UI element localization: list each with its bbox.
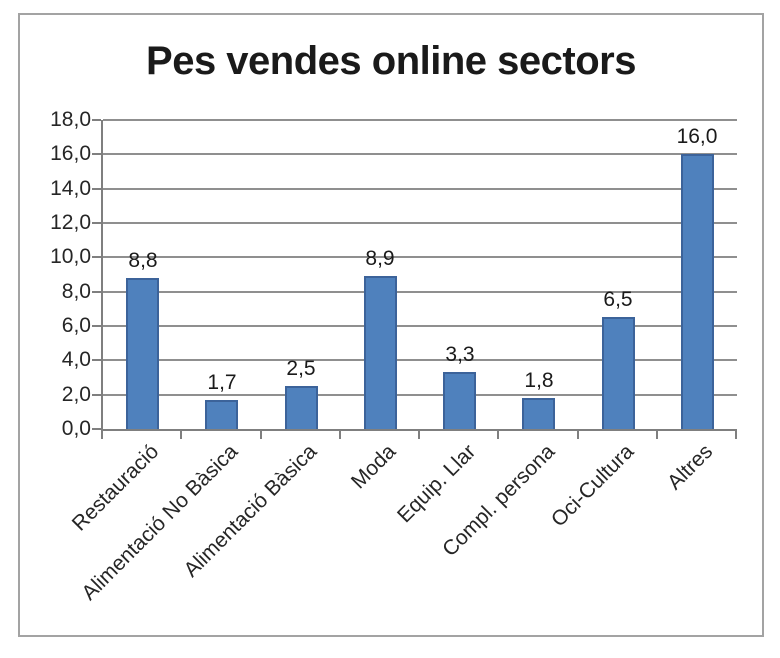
bar (364, 276, 397, 429)
y-tick (92, 187, 101, 190)
y-tick-label: 8,0 (61, 279, 91, 303)
x-tick (497, 431, 499, 439)
gridline (103, 222, 737, 224)
bar-value-label: 2,5 (286, 357, 316, 381)
gridline (103, 359, 737, 362)
bar-value-label: 1,8 (524, 369, 554, 393)
y-tick-label: 0,0 (61, 417, 91, 440)
bar-value-label: 3,3 (445, 343, 475, 367)
y-tick (92, 325, 101, 327)
y-tick-label: 6,0 (61, 314, 91, 337)
bar (681, 154, 714, 429)
y-tick-label: 2,0 (61, 382, 91, 406)
y-tick (92, 256, 101, 259)
x-tick (180, 431, 182, 439)
bar (443, 372, 476, 429)
gridline (103, 325, 737, 327)
gridline (103, 119, 737, 121)
x-tick (656, 431, 658, 439)
bar-value-label: 1,7 (207, 370, 237, 394)
y-tick (92, 359, 101, 362)
y-tick-label: 16,0 (50, 142, 91, 166)
y-tick (92, 119, 101, 121)
y-tick-label: 10,0 (50, 245, 91, 269)
y-axis-line (101, 120, 103, 437)
y-tick (92, 290, 101, 293)
bar (522, 398, 555, 429)
y-tick (92, 393, 101, 396)
gridline (103, 187, 737, 190)
gridline (103, 256, 737, 259)
x-tick (418, 431, 420, 439)
x-tick (260, 431, 262, 439)
x-tick (735, 431, 737, 439)
y-tick-label: 14,0 (50, 176, 91, 200)
y-tick-label: 4,0 (61, 348, 91, 372)
x-tick (101, 431, 103, 439)
x-tick (339, 431, 341, 439)
bar (602, 317, 635, 429)
chart-title: Pes vendes online sectors (146, 39, 636, 83)
x-tick (577, 431, 579, 439)
bar-value-label: 6,5 (603, 288, 633, 312)
plot-area (103, 119, 737, 429)
bar-value-label: 8,8 (128, 248, 158, 272)
y-tick (92, 153, 101, 156)
x-axis-line (101, 429, 737, 431)
y-tick-label: 18,0 (50, 108, 91, 131)
chart-frame: Pes vendes online sectors 0,0 2,0 4,0 6,0 8,… (18, 13, 764, 637)
bar (205, 399, 238, 429)
gridline (103, 290, 737, 293)
y-tick (92, 428, 101, 430)
y-tick (92, 222, 101, 224)
bar-value-label: 16,0 (676, 125, 718, 149)
bar (126, 277, 159, 429)
bar (285, 386, 318, 429)
bar-value-label: 8,9 (365, 247, 395, 271)
gridline (103, 393, 737, 396)
gridline (103, 153, 737, 156)
y-tick-label: 12,0 (50, 211, 91, 234)
